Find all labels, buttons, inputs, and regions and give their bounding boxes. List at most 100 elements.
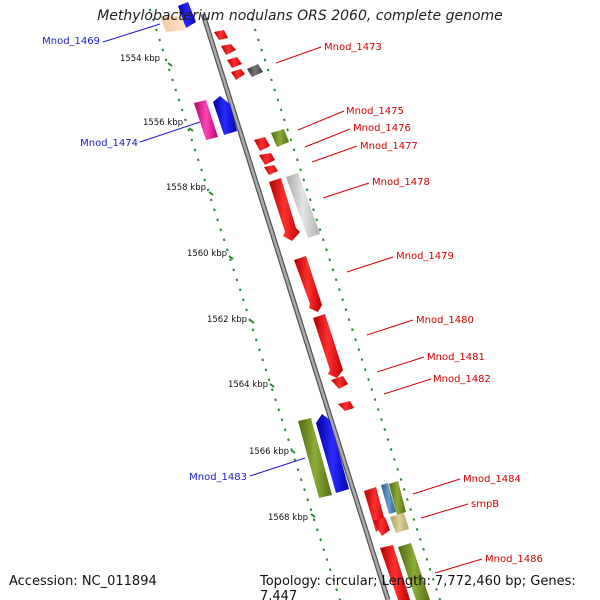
track-dot (266, 68, 270, 72)
track-dot (438, 597, 442, 600)
gene-label-smpb[interactable]: smpB (471, 499, 499, 510)
gene-label-mnod-1486[interactable]: Mnod_1486 (485, 554, 543, 565)
leader-mnod-1481 (376, 356, 425, 373)
gene-red-small-3[interactable] (227, 57, 242, 68)
leader-mnod-1469 (102, 23, 161, 43)
leader-mnod-1480 (366, 319, 414, 336)
gene-mnod-1484-olive[interactable] (389, 481, 406, 515)
gene-mnod-1486-olive[interactable] (398, 543, 430, 600)
outer-tick-track (250, 18, 442, 600)
track-dot (393, 458, 396, 461)
track-dot (302, 178, 306, 182)
gene-label-mnod-1479[interactable]: Mnod_1479 (396, 251, 454, 262)
kbp-label: 1566 kbp (249, 447, 289, 457)
track-dot (357, 348, 361, 352)
track-dot (315, 218, 319, 222)
gene-smpb-red[interactable] (373, 517, 390, 536)
gene-mnod-1476[interactable] (271, 129, 289, 147)
track-dot (250, 18, 254, 22)
track-dot (370, 388, 374, 392)
track-dot (216, 218, 219, 222)
track-dot (245, 308, 248, 312)
track-dot (289, 138, 293, 142)
track-dot (279, 108, 283, 112)
track-dot (277, 408, 281, 412)
gene-mnod-1474-magenta[interactable] (194, 100, 218, 140)
track-dot (322, 548, 326, 552)
kbp-tick-mark (188, 127, 194, 132)
gene-mnod-1477-b[interactable] (264, 165, 278, 175)
track-dot (319, 538, 322, 542)
gene-label-mnod-1474[interactable]: Mnod_1474 (80, 138, 138, 149)
track-dot (367, 378, 370, 381)
track-dot (316, 528, 319, 532)
gene-label-mnod-1477[interactable]: Mnod_1477 (360, 141, 418, 152)
track-dot (409, 508, 412, 511)
track-dot (148, 8, 152, 12)
track-dot (180, 108, 184, 112)
track-dot (273, 88, 276, 92)
leader-mnod-1483 (249, 457, 306, 477)
gene-smpb-tan[interactable] (390, 513, 409, 533)
gene-mnod-1482[interactable] (338, 401, 354, 411)
gene-label-mnod-1484[interactable]: Mnod_1484 (463, 474, 521, 485)
gene-label-mnod-1483[interactable]: Mnod_1483 (189, 472, 247, 483)
leader-mnod-1476 (304, 128, 351, 148)
reverse-strand-genes (160, 2, 349, 498)
track-dot (161, 48, 165, 52)
gene-mnod-1481[interactable] (331, 376, 348, 389)
gene-mnod-1475[interactable] (254, 137, 270, 151)
gene-mnod-1469[interactable] (160, 16, 186, 32)
track-dot (190, 138, 194, 142)
gene-blue-top[interactable] (178, 2, 196, 28)
gene-label-mnod-1480[interactable]: Mnod_1480 (416, 315, 474, 326)
leader-mnod-1484 (412, 478, 461, 495)
gene-red-small-2[interactable] (221, 44, 236, 55)
track-dot (299, 168, 302, 172)
track-dot (386, 438, 390, 441)
track-dot (296, 158, 299, 162)
track-dot (193, 148, 197, 152)
label-leaders (102, 23, 483, 574)
gene-red-small-1[interactable] (214, 30, 228, 40)
kbp-label: 1556 kbp (143, 118, 183, 128)
gene-mnod-1483-olive[interactable] (298, 418, 332, 498)
gene-labels-left: Mnod_1469 Mnod_1474 Mnod_1483 (42, 36, 247, 483)
gene-mnod-1483-blue[interactable] (316, 414, 349, 493)
forward-strand-genes (214, 30, 430, 600)
track-dot (258, 348, 261, 352)
track-dot (242, 298, 245, 302)
gene-mnod-1486-red[interactable] (380, 545, 410, 600)
gene-mnod-1484-steel[interactable] (381, 483, 396, 514)
track-dot (309, 508, 313, 512)
track-dot (155, 28, 158, 32)
gene-label-mnod-1478[interactable]: Mnod_1478 (372, 177, 430, 188)
track-dot (167, 68, 171, 72)
track-dot (328, 568, 332, 572)
track-dot (318, 228, 322, 232)
track-dot (283, 118, 286, 122)
gene-label-mnod-1469[interactable]: Mnod_1469 (42, 36, 100, 47)
gene-mnod-1478-red[interactable] (269, 178, 300, 241)
gene-mnod-1478-gray[interactable] (286, 173, 320, 238)
gene-mnod-1479[interactable] (294, 256, 322, 312)
gene-mnod-1480[interactable] (313, 314, 343, 378)
gene-mnod-1474-blue[interactable] (213, 96, 237, 135)
gene-mnod-1477-a[interactable] (259, 153, 275, 165)
gene-red-small-4[interactable] (231, 69, 245, 80)
gene-label-mnod-1481[interactable]: Mnod_1481 (427, 352, 485, 363)
gene-label-mnod-1476[interactable]: Mnod_1476 (353, 123, 411, 134)
gene-mnod-1473[interactable] (247, 64, 263, 77)
kbp-tick-mark (249, 319, 255, 324)
track-dot (363, 368, 367, 372)
gene-label-mnod-1473[interactable]: Mnod_1473 (324, 42, 382, 53)
track-dot (419, 537, 422, 541)
track-dot (283, 428, 287, 432)
kbp-scale (167, 62, 316, 518)
track-dot (270, 78, 273, 82)
track-dot (151, 18, 155, 22)
gene-label-mnod-1482[interactable]: Mnod_1482 (433, 374, 491, 385)
gene-label-mnod-1475[interactable]: Mnod_1475 (346, 106, 404, 117)
track-dot (435, 587, 438, 591)
